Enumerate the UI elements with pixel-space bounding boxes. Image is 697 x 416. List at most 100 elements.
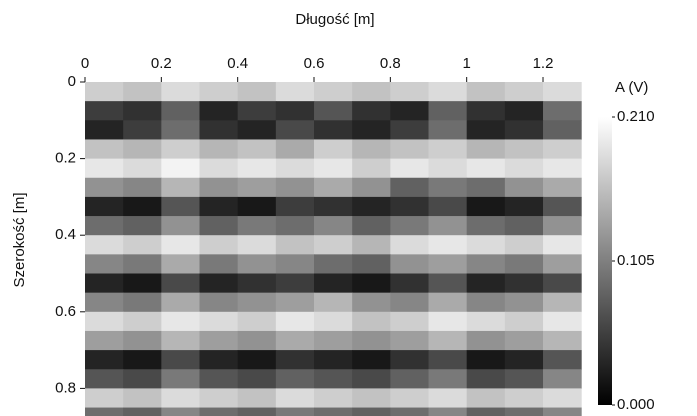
heatmap-cell xyxy=(237,254,277,274)
heatmap-cell xyxy=(543,388,582,409)
heatmap-cell xyxy=(428,82,468,102)
heatmap-cell xyxy=(466,254,506,274)
heatmap-cell xyxy=(123,120,162,140)
heatmap-cell xyxy=(199,158,239,179)
heatmap-cell xyxy=(428,407,468,416)
heatmap-cell xyxy=(352,177,391,198)
heatmap-cell xyxy=(199,311,239,332)
heatmap-cell xyxy=(123,196,162,217)
heatmap-cell xyxy=(85,177,124,198)
heatmap-cell xyxy=(390,120,430,140)
heatmap-cell xyxy=(85,216,124,236)
heatmap-cell xyxy=(161,101,201,121)
colorbar xyxy=(598,117,612,405)
heatmap-cell xyxy=(275,177,315,198)
x-tick-label: 1 xyxy=(463,55,471,72)
heatmap-cell xyxy=(199,254,239,274)
heatmap-cell xyxy=(123,388,162,409)
heatmap-cell xyxy=(161,177,201,198)
y-tick-label: 0.6 xyxy=(55,303,76,320)
heatmap-cell xyxy=(237,158,277,179)
heatmap-cell xyxy=(314,139,353,160)
heatmap-cell xyxy=(543,350,582,370)
heatmap-cell xyxy=(352,216,391,236)
heatmap-cell xyxy=(199,407,239,416)
heatmap-cell xyxy=(543,292,582,313)
heatmap-cell xyxy=(237,216,277,236)
heatmap-cell xyxy=(314,350,353,370)
heatmap-cell xyxy=(466,177,506,198)
heatmap-cell xyxy=(275,292,315,313)
heatmap-cell xyxy=(199,120,239,140)
heatmap-cell xyxy=(390,254,430,274)
heatmap-cell xyxy=(199,216,239,236)
heatmap-cell xyxy=(504,407,544,416)
heatmap-cell xyxy=(161,254,201,274)
heatmap-cell xyxy=(390,216,430,236)
heatmap-cell xyxy=(390,101,430,121)
heatmap-cell xyxy=(123,158,162,179)
heatmap-cell xyxy=(466,388,506,409)
heatmap-cell xyxy=(85,369,124,389)
y-tick-label: 0.2 xyxy=(55,150,76,167)
heatmap-cell xyxy=(237,139,277,160)
heatmap-cell xyxy=(275,254,315,274)
heatmap-cell xyxy=(428,292,468,313)
heatmap-cell xyxy=(314,330,353,351)
heatmap-cell xyxy=(428,273,468,294)
heatmap-cell xyxy=(199,196,239,217)
heatmap-cell xyxy=(466,158,506,179)
colorbar-tick-label: 0.105 xyxy=(617,252,655,269)
heatmap-cell xyxy=(352,273,391,294)
heatmap-cell xyxy=(504,196,544,217)
heatmap-cell xyxy=(275,120,315,140)
heatmap-cell xyxy=(352,330,391,351)
heatmap-cell xyxy=(275,369,315,389)
heatmap-cell xyxy=(275,216,315,236)
heatmap-cell xyxy=(314,101,353,121)
heatmap-cell xyxy=(390,292,430,313)
heatmap-cell xyxy=(390,388,430,409)
heatmap-cell xyxy=(85,330,124,351)
heatmap-cell xyxy=(123,407,162,416)
heatmap-cell xyxy=(237,388,277,409)
heatmap-cell xyxy=(466,196,506,217)
heatmap-cell xyxy=(314,120,353,140)
heatmap-cell xyxy=(428,254,468,274)
heatmap-cell xyxy=(428,311,468,332)
heatmap-cell xyxy=(314,292,353,313)
heatmap-cell xyxy=(543,120,582,140)
heatmap-cell xyxy=(314,235,353,255)
heatmap-cell xyxy=(314,407,353,416)
heatmap-cell xyxy=(237,235,277,255)
heatmap-cell xyxy=(428,139,468,160)
heatmap-cell xyxy=(314,254,353,274)
heatmap-cell xyxy=(237,196,277,217)
heatmap-cell xyxy=(161,120,201,140)
heatmap-cell xyxy=(466,350,506,370)
y-tick-label: 0 xyxy=(68,73,76,90)
heatmap-cell xyxy=(543,369,582,389)
heatmap-cell xyxy=(390,369,430,389)
heatmap-cell xyxy=(352,369,391,389)
heatmap-cell xyxy=(543,177,582,198)
heatmap-cell xyxy=(543,254,582,274)
heatmap-cell xyxy=(275,350,315,370)
heatmap-cell xyxy=(466,407,506,416)
heatmap-cell xyxy=(199,350,239,370)
heatmap-cell xyxy=(123,273,162,294)
heatmap-cell xyxy=(390,177,430,198)
heatmap-cell xyxy=(466,311,506,332)
heatmap-cell xyxy=(161,388,201,409)
heatmap-cell xyxy=(352,350,391,370)
heatmap-cell xyxy=(352,82,391,102)
heatmap-cell xyxy=(352,292,391,313)
heatmap-cell xyxy=(390,196,430,217)
heatmap-cell xyxy=(504,235,544,255)
heatmap-cell xyxy=(199,82,239,102)
heatmap-cell xyxy=(390,311,430,332)
heatmap-cell xyxy=(123,292,162,313)
heatmap-cell xyxy=(161,407,201,416)
heatmap-cell xyxy=(352,388,391,409)
